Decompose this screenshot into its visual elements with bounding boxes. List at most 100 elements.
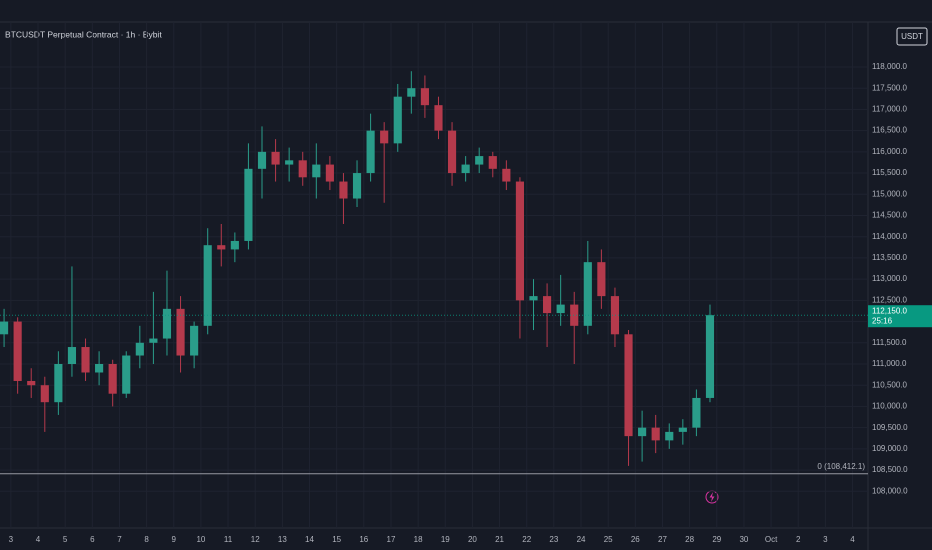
candle-body bbox=[543, 296, 552, 314]
candle bbox=[665, 423, 674, 449]
candle-body bbox=[570, 304, 579, 326]
candle bbox=[162, 270, 172, 356]
candle-body bbox=[624, 334, 633, 437]
candle bbox=[230, 232, 239, 263]
y-tick-label: 114,500.0 bbox=[872, 211, 908, 220]
y-tick-label: 113,000.0 bbox=[872, 274, 908, 283]
x-tick-label: 18 bbox=[414, 535, 423, 544]
candle bbox=[149, 291, 158, 365]
candle bbox=[203, 228, 212, 335]
candle bbox=[570, 291, 579, 365]
candle bbox=[352, 160, 362, 208]
candle bbox=[257, 126, 267, 199]
candle-body bbox=[434, 105, 443, 131]
x-tick-label: 15 bbox=[332, 535, 341, 544]
candle-body bbox=[135, 342, 144, 356]
candle bbox=[515, 177, 525, 339]
x-tick-label: 16 bbox=[359, 535, 368, 544]
candle-body bbox=[67, 347, 77, 365]
candle bbox=[27, 368, 36, 398]
candle-body bbox=[610, 296, 620, 335]
y-tick-label: 109,000.0 bbox=[872, 444, 908, 453]
candle-body bbox=[122, 355, 131, 394]
candle bbox=[705, 304, 715, 403]
candle-body bbox=[95, 364, 104, 373]
candle bbox=[312, 143, 321, 199]
x-tick-label: 17 bbox=[387, 535, 396, 544]
candle bbox=[67, 266, 77, 377]
candle bbox=[285, 147, 294, 182]
y-tick-label: 112,500.0 bbox=[872, 295, 908, 304]
candle-body bbox=[488, 156, 497, 169]
candle bbox=[624, 330, 633, 466]
candle-body bbox=[380, 130, 389, 144]
grid bbox=[0, 22, 868, 528]
candle bbox=[502, 160, 511, 191]
candle-body bbox=[108, 364, 117, 394]
y-tick-label: 115,500.0 bbox=[872, 168, 908, 177]
candle-body bbox=[13, 321, 22, 381]
x-tick-label: 3 bbox=[9, 535, 14, 544]
candle-body bbox=[149, 338, 158, 343]
x-tick-label: 23 bbox=[549, 535, 558, 544]
candle bbox=[217, 223, 226, 267]
y-tick-label: 117,500.0 bbox=[872, 83, 908, 92]
candle-body bbox=[325, 164, 334, 182]
x-tick-label: 4 bbox=[36, 535, 41, 544]
last-price-label: 112,150.0 bbox=[872, 306, 908, 315]
candle bbox=[108, 359, 117, 407]
candle-body bbox=[244, 168, 253, 241]
x-tick-label: 8 bbox=[144, 535, 149, 544]
candle bbox=[407, 71, 416, 114]
candle-body bbox=[502, 168, 511, 182]
candle-body bbox=[230, 240, 239, 250]
candle-body bbox=[461, 164, 470, 174]
candle-body bbox=[271, 151, 280, 165]
candle bbox=[244, 143, 253, 250]
last-price-box bbox=[868, 305, 932, 328]
y-tick-label: 113,500.0 bbox=[872, 253, 908, 262]
candle-body bbox=[393, 96, 402, 144]
candle-body bbox=[40, 385, 49, 403]
candle-body bbox=[692, 397, 701, 428]
candle-body bbox=[352, 173, 362, 199]
candle-body bbox=[285, 160, 294, 165]
y-tick-label: 117,000.0 bbox=[872, 105, 908, 114]
candle-body bbox=[54, 364, 63, 403]
y-tick-label: 116,500.0 bbox=[872, 126, 908, 135]
candle bbox=[298, 151, 307, 186]
currency-button-label[interactable]: USDT bbox=[901, 32, 923, 41]
candle-body bbox=[162, 308, 172, 339]
candle bbox=[529, 279, 538, 331]
candle bbox=[190, 321, 199, 369]
y-tick-label: 115,000.0 bbox=[872, 189, 908, 198]
x-tick-label: 26 bbox=[631, 535, 640, 544]
candle bbox=[95, 351, 104, 386]
y-tick-label: 108,500.0 bbox=[872, 465, 908, 474]
candle bbox=[434, 96, 443, 140]
y-tick-label: 110,000.0 bbox=[872, 402, 908, 411]
candle bbox=[271, 139, 280, 182]
alert-bolt[interactable] bbox=[709, 492, 715, 502]
x-tick-label: 27 bbox=[658, 535, 667, 544]
y-tick-label: 111,500.0 bbox=[872, 338, 907, 347]
candle bbox=[420, 75, 429, 118]
currency-button[interactable] bbox=[896, 27, 928, 46]
x-tick-label: 5 bbox=[63, 535, 68, 544]
x-tick-label: 20 bbox=[468, 535, 477, 544]
candle bbox=[81, 338, 90, 381]
candle-body bbox=[339, 181, 348, 199]
candle-body bbox=[190, 325, 199, 356]
candle bbox=[475, 147, 484, 174]
y-tick-label: 109,500.0 bbox=[872, 423, 908, 432]
x-tick-label: 7 bbox=[117, 535, 122, 544]
x-tick-label: 21 bbox=[495, 535, 504, 544]
x-tick-label: 14 bbox=[305, 535, 314, 544]
candle-body bbox=[407, 88, 416, 97]
level-line-label: 0 (108,412.1) bbox=[817, 462, 865, 471]
x-tick-label: 2 bbox=[796, 535, 801, 544]
candle-body bbox=[447, 130, 457, 174]
candle-body bbox=[651, 427, 660, 441]
x-tick-label: 28 bbox=[685, 535, 694, 544]
